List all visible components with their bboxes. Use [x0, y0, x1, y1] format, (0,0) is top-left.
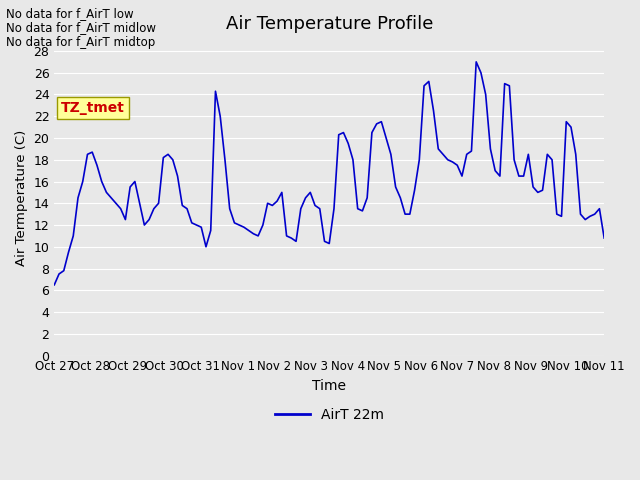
X-axis label: Time: Time	[312, 379, 346, 393]
Legend: AirT 22m: AirT 22m	[269, 402, 389, 428]
Text: No data for f_AirT low: No data for f_AirT low	[6, 7, 134, 20]
Title: Air Temperature Profile: Air Temperature Profile	[225, 15, 433, 33]
Text: No data for f_AirT midlow: No data for f_AirT midlow	[6, 21, 156, 34]
Text: TZ_tmet: TZ_tmet	[61, 101, 125, 115]
Text: No data for f_AirT midtop: No data for f_AirT midtop	[6, 36, 156, 48]
Y-axis label: Air Termperature (C): Air Termperature (C)	[15, 130, 28, 266]
